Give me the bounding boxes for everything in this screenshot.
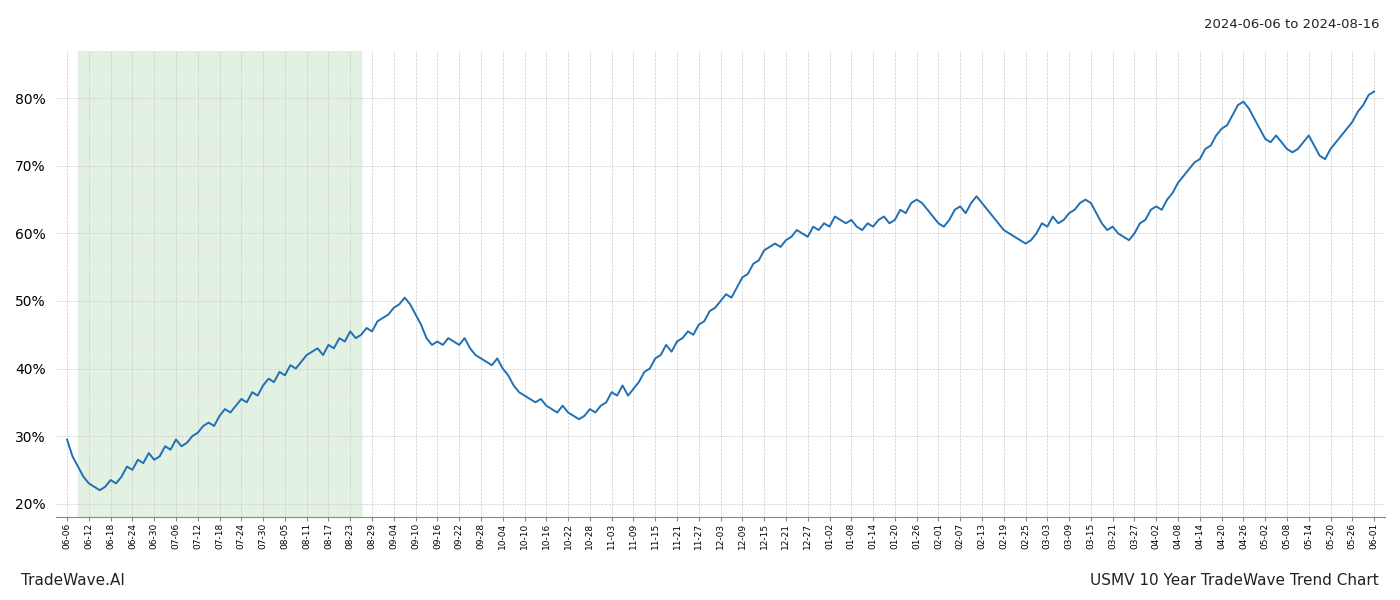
- Text: 2024-06-06 to 2024-08-16: 2024-06-06 to 2024-08-16: [1204, 18, 1379, 31]
- Bar: [78, 51, 361, 517]
- Text: TradeWave.AI: TradeWave.AI: [21, 573, 125, 588]
- Text: USMV 10 Year TradeWave Trend Chart: USMV 10 Year TradeWave Trend Chart: [1091, 573, 1379, 588]
